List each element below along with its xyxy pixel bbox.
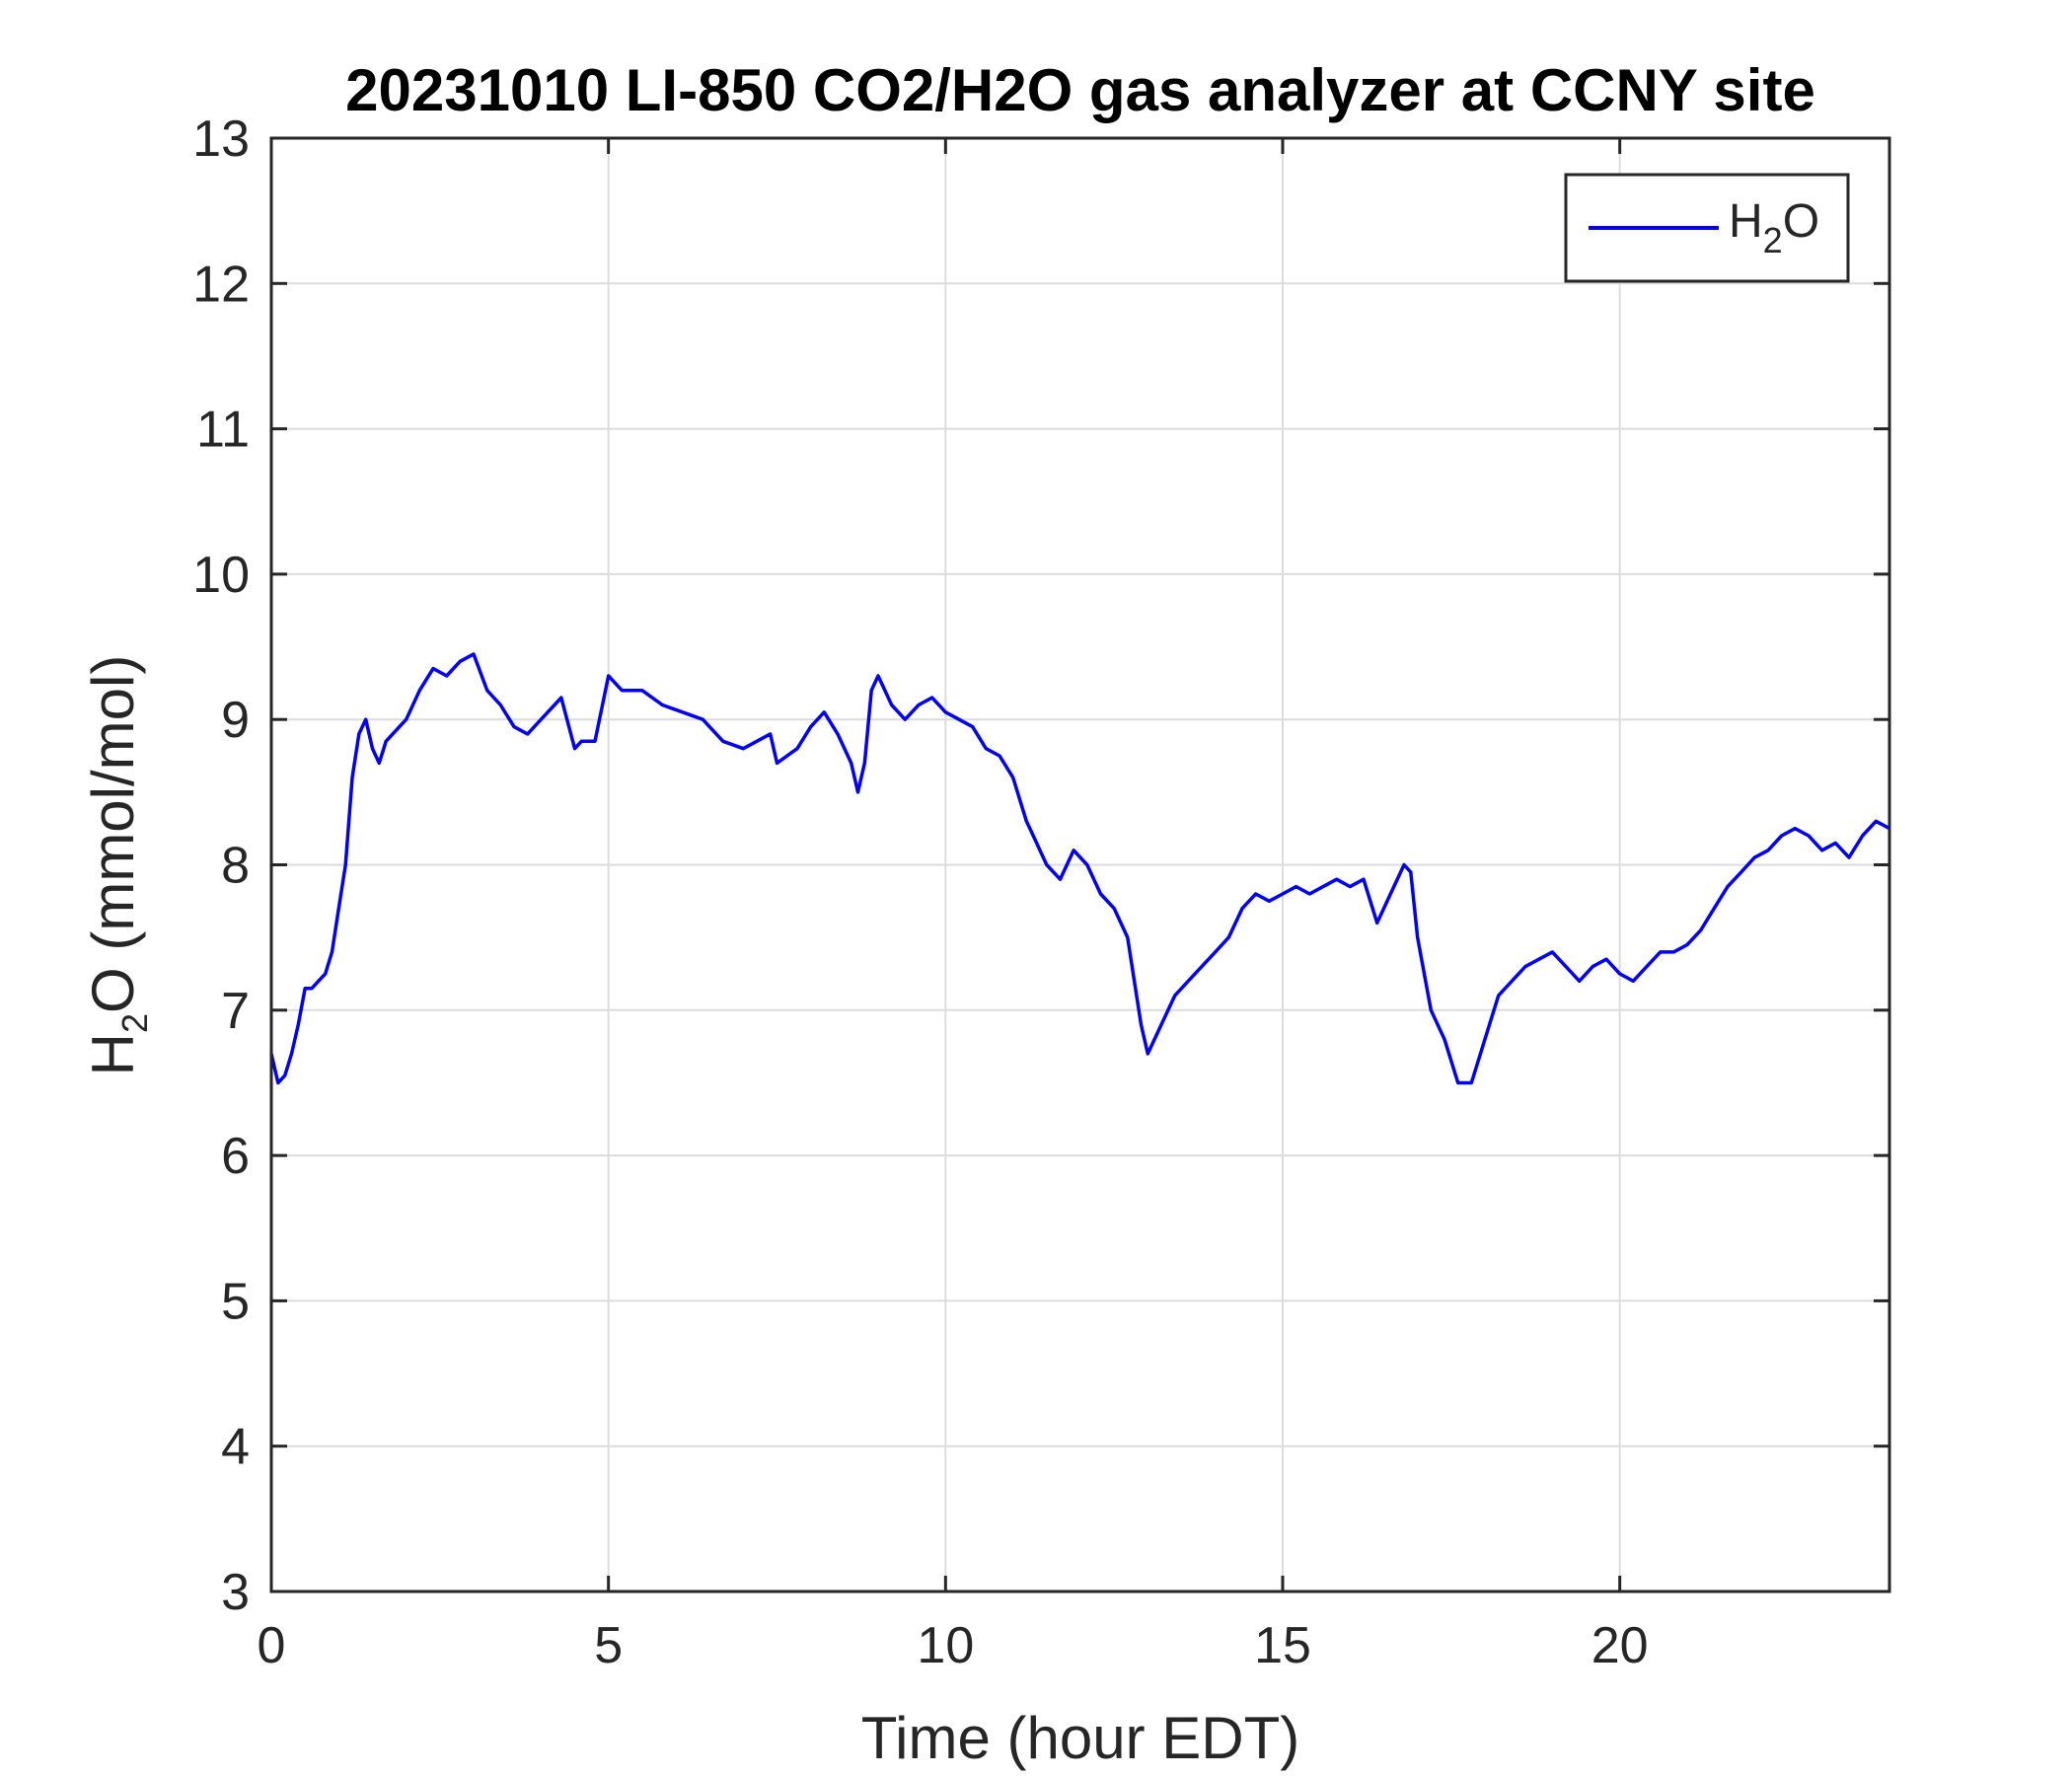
axis-ticks	[269, 136, 1889, 1593]
y-tick-label: 11	[196, 402, 250, 459]
y-tick-label: 5	[221, 1273, 250, 1330]
legend-label-h2o: H2O	[1729, 195, 1819, 260]
x-tick-label: 10	[917, 1617, 974, 1674]
x-tick-label: 5	[594, 1617, 623, 1674]
y-tick-label: 13	[192, 111, 250, 168]
series-line-h2o	[269, 652, 1890, 1085]
legend-label-subscript: 2	[1763, 220, 1783, 260]
x-tick-label: 0	[258, 1617, 286, 1674]
y-tick-label: 3	[221, 1564, 250, 1621]
y-tick-label: 10	[192, 547, 250, 604]
y-axis-label-suffix: O (mmol/mol)	[80, 655, 146, 1013]
legend-label-suffix: O	[1783, 195, 1819, 248]
y-tick-label: 4	[221, 1419, 250, 1476]
x-tick-labels: 0 5 10 15 20	[258, 1617, 1649, 1674]
y-axis-label-prefix: H	[80, 1033, 146, 1075]
x-axis-label: Time (hour EDT)	[861, 1705, 1300, 1771]
x-tick-label: 20	[1591, 1617, 1649, 1674]
x-tick-label: 15	[1254, 1617, 1311, 1674]
y-axis-label: H2O (mmol/mol)	[80, 655, 155, 1076]
y-tick-label: 12	[192, 256, 250, 313]
y-axis-label-subscript: 2	[114, 1013, 155, 1033]
y-tick-label: 6	[221, 1128, 250, 1185]
chart-title: 20231010 LI-850 CO2/H2O gas analyzer at …	[345, 57, 1815, 123]
y-tick-label: 9	[221, 692, 250, 749]
legend-label-prefix: H	[1729, 195, 1763, 248]
y-tick-label: 7	[221, 983, 250, 1040]
y-tick-labels: 3 4 5 6 7 8 9 10 11 12 13	[192, 111, 250, 1621]
legend: H2O	[1564, 173, 1850, 283]
series-layer	[269, 652, 1890, 1085]
y-tick-label: 8	[221, 838, 250, 895]
